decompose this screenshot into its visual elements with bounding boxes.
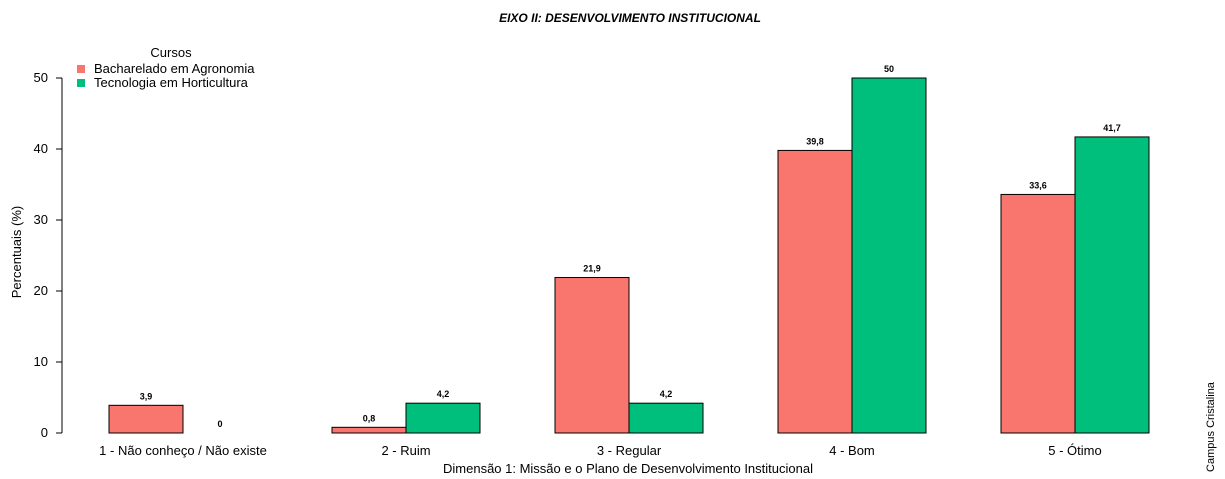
y-axis: 0 10 20 30 40 50 bbox=[34, 70, 63, 440]
legend-swatch bbox=[77, 79, 85, 87]
data-label: 4,2 bbox=[660, 389, 673, 399]
data-label: 33,6 bbox=[1029, 180, 1047, 190]
y-tick-label: 0 bbox=[41, 425, 48, 440]
campus-note: Campus Cristalina bbox=[1205, 381, 1217, 472]
bar-series-1 bbox=[554, 277, 630, 434]
legend-swatch bbox=[77, 65, 85, 73]
bar-series-1 bbox=[108, 404, 184, 434]
data-label: 4,2 bbox=[437, 389, 450, 399]
bar-series-1 bbox=[331, 426, 407, 434]
bar-series-2 bbox=[405, 402, 481, 434]
data-label: 0,8 bbox=[363, 413, 376, 423]
bar-series-2 bbox=[1074, 136, 1150, 434]
legend-entry: Tecnologia em Horticultura bbox=[94, 75, 249, 90]
x-tick-label: 4 - Bom bbox=[829, 443, 875, 458]
data-labels: 3,9 0 0,8 4,2 21,9 4,2 39,8 50 33,6 41,7 bbox=[140, 64, 1121, 429]
x-tick-label: 1 - Não conheço / Não existe bbox=[99, 443, 267, 458]
x-tick-label: 2 - Ruim bbox=[381, 443, 430, 458]
y-tick-label: 20 bbox=[34, 283, 48, 298]
data-label: 41,7 bbox=[1103, 123, 1121, 133]
bar-series-1 bbox=[777, 149, 853, 434]
x-tick-label: 5 - Ótimo bbox=[1048, 443, 1101, 458]
data-label: 39,8 bbox=[806, 136, 824, 146]
y-axis-label: Percentuais (%) bbox=[9, 206, 24, 298]
legend-title: Cursos bbox=[150, 45, 192, 60]
x-axis-label: Dimensão 1: Missão e o Plano de Desenvol… bbox=[443, 461, 813, 476]
data-label: 21,9 bbox=[583, 264, 601, 274]
bar-series-1 bbox=[1000, 193, 1076, 434]
bar-series-2 bbox=[628, 402, 704, 434]
x-tick-label: 3 - Regular bbox=[597, 443, 662, 458]
legend: Cursos Bacharelado em AgronomiaTecnologi… bbox=[77, 45, 255, 90]
bars bbox=[108, 77, 1150, 434]
y-tick-label: 10 bbox=[34, 354, 48, 369]
y-tick-label: 40 bbox=[34, 141, 48, 156]
bar-series-2 bbox=[851, 77, 927, 434]
data-label: 50 bbox=[884, 64, 894, 74]
data-label: 0 bbox=[217, 419, 222, 429]
legend-entry: Bacharelado em Agronomia bbox=[94, 61, 255, 76]
y-tick-label: 30 bbox=[34, 212, 48, 227]
x-axis-ticks: 1 - Não conheço / Não existe 2 - Ruim 3 - … bbox=[99, 443, 1102, 458]
data-label: 3,9 bbox=[140, 391, 153, 401]
chart-title: EIXO II: DESENVOLVIMENTO INSTITUCIONAL bbox=[499, 11, 761, 25]
y-tick-label: 50 bbox=[34, 70, 48, 85]
